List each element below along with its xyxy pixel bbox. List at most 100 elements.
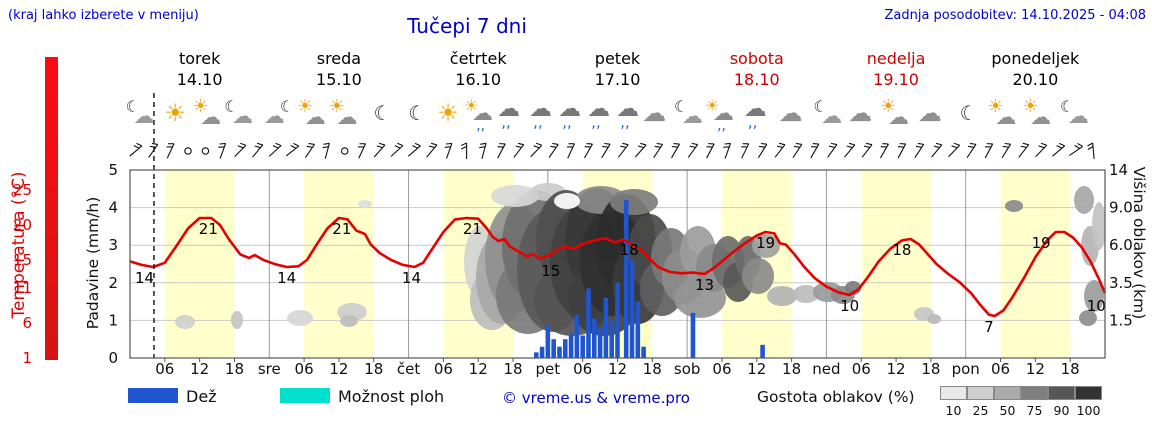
cloud-rain-icon: ☁ ‚‚	[558, 96, 582, 131]
cloud-rain-icon: ☁ ‚‚	[497, 96, 521, 131]
cloud-height-tick: 14	[1109, 161, 1128, 179]
temperature-value-label: 15	[541, 262, 560, 280]
day-abbrev-label: sob	[674, 360, 701, 378]
day-name: nedelja	[866, 49, 926, 68]
hour-tick-label: 18	[1061, 360, 1080, 378]
hour-tick-label: 12	[329, 360, 348, 378]
day-header: sreda 15.10	[269, 48, 409, 90]
precip-tick: 0	[108, 349, 118, 367]
day-header: torek 14.10	[130, 48, 270, 90]
day-abbrev-label: sre	[258, 360, 281, 378]
temperature-value-label: 14	[277, 269, 296, 287]
cloud-height-tick: 9.0	[1109, 199, 1133, 217]
precip-tick: 1	[108, 311, 118, 329]
cloud-rain-icon: ☁ ‚‚	[616, 96, 640, 131]
moon-icon: ☾	[373, 101, 392, 125]
day-date: 16.10	[455, 70, 502, 89]
cloud-moon-icon: ☾ ☁	[263, 97, 295, 128]
sun-cloud-icon: ☀ ☁	[987, 96, 1017, 129]
temperature-tick: 11	[13, 279, 32, 297]
temperature-value-label: 10	[840, 297, 859, 315]
day-date: 15.10	[316, 70, 362, 89]
sun-cloud-icon: ☀ ☁	[192, 96, 222, 129]
temperature-tick: 1	[22, 349, 32, 367]
sun-icon: ☀	[164, 99, 186, 127]
density-swatch	[1075, 386, 1102, 400]
sun-cloud-rain-icon: ☀ ☁ ‚‚	[464, 96, 494, 134]
precipitation-bars	[533, 200, 765, 358]
hour-tick-label: 18	[364, 360, 383, 378]
showers-legend-label: Možnost ploh	[338, 387, 445, 406]
moon-icon: ☾	[408, 101, 427, 125]
density-swatch	[1048, 386, 1075, 400]
hour-tick-label: 06	[295, 360, 314, 378]
day-name: sreda	[316, 49, 362, 68]
sun-cloud-icon: ☀ ☁	[328, 96, 358, 129]
hour-tick-label: 18	[782, 360, 801, 378]
sun-cloud-icon: ☀ ☁	[296, 96, 326, 129]
rain-legend-label: Dež	[186, 387, 217, 406]
temperature-tick: 25	[13, 181, 32, 199]
temperature-value-label: 21	[199, 220, 218, 238]
temperature-value-label: 18	[892, 241, 911, 259]
density-tick-label: 25	[972, 403, 989, 418]
cloud-density-legend-label: Gostota oblakov (%)	[757, 388, 915, 406]
hour-tick-label: 18	[643, 360, 662, 378]
moon-cloud-icon: ☾ ☁	[813, 97, 843, 128]
hour-tick-label: 06	[155, 360, 174, 378]
showers-legend-swatch	[280, 388, 330, 403]
cloud-rain-icon: ☁ ‚‚	[529, 96, 553, 131]
hour-tick-label: 12	[887, 360, 906, 378]
day-date: 18.10	[733, 70, 780, 89]
temperature-tick: 15	[13, 251, 32, 269]
hour-tick-label: 12	[747, 360, 766, 378]
cloud-icon: ☁	[778, 99, 803, 127]
hour-tick-label: 06	[712, 360, 731, 378]
moon-icon: ☾	[959, 101, 978, 125]
density-tick-label: 50	[999, 403, 1016, 418]
day-name: četrtek	[449, 49, 507, 68]
day-name: sobota	[729, 49, 784, 68]
temperature-value-label: 14	[402, 269, 421, 287]
temperature-tick: 6	[22, 314, 32, 332]
density-swatch	[1021, 386, 1048, 400]
day-date: 20.10	[1012, 70, 1059, 89]
sun-icon: ☀	[437, 99, 459, 127]
moon-cloud-icon: ☾ ☁	[224, 97, 254, 128]
daylight-band	[164, 170, 235, 358]
temperature-tick: 20	[13, 216, 32, 234]
cloud-density-scale: 10 25 50 75 90 100	[940, 386, 1104, 420]
day-name: ponedeljek	[991, 49, 1080, 68]
moon-cloud-icon: ☾ ☁	[1059, 97, 1089, 128]
day-header: sobota 18.10	[687, 48, 827, 90]
day-date: 19.10	[873, 70, 919, 89]
day-abbrev-label: ned	[812, 360, 840, 378]
menu-hint: (kraj lahko izberete v meniju)	[8, 8, 199, 23]
day-name: torek	[178, 49, 221, 68]
cloud-icon: ☁	[848, 99, 873, 127]
cloud-height-tick: 3.5	[1109, 274, 1133, 292]
daylight-band	[304, 170, 374, 358]
cloud-rain-icon: ☁ ‚‚	[743, 96, 767, 131]
day-date: 17.10	[594, 70, 641, 89]
hour-tick-label: 18	[921, 360, 940, 378]
moon-cloud-icon: ☾ ☁	[125, 97, 155, 128]
day-name: petek	[594, 49, 641, 68]
hour-tick-label: 18	[225, 360, 244, 378]
day-header: nedelja 19.10	[826, 48, 966, 90]
last-update: Zadnja posodobitev: 14.10.2025 - 04:08	[884, 8, 1146, 23]
day-header: ponedeljek 20.10	[965, 48, 1105, 90]
precip-tick: 5	[108, 161, 118, 179]
temperature-value-label: 21	[332, 220, 351, 238]
credit-link[interactable]: © vreme.us & vreme.pro	[502, 389, 690, 407]
temperature-value-label: 13	[695, 276, 714, 294]
hour-tick-label: 12	[1026, 360, 1045, 378]
density-tick-label: 90	[1053, 403, 1070, 418]
sun-cloud-rain-icon: ☀ ☁ ‚‚	[704, 96, 734, 134]
density-tick-label: 100	[1076, 403, 1101, 418]
day-header: petek 17.10	[548, 48, 688, 90]
temperature-value-label: 18	[620, 241, 639, 259]
density-tick-label: 75	[1026, 403, 1043, 418]
precip-tick: 2	[108, 274, 118, 292]
